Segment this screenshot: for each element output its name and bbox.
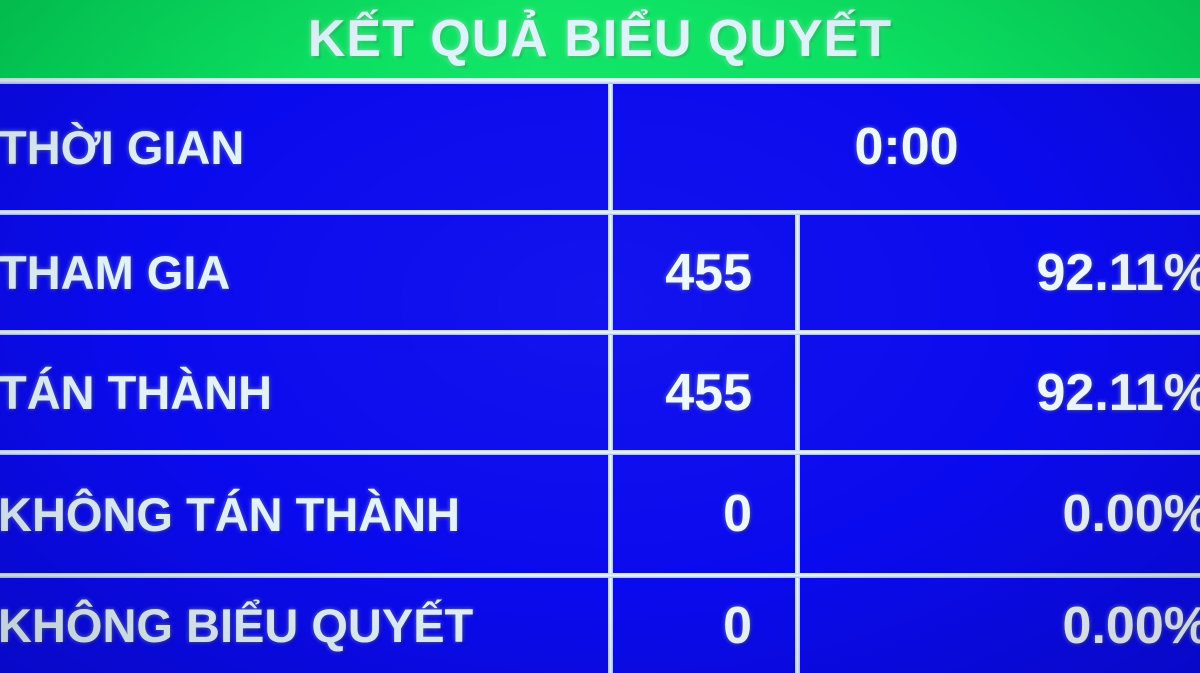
row-divider — [0, 210, 1200, 215]
row-percent-value: 92.11% — [1036, 243, 1200, 302]
row-count-value: 455 — [665, 363, 752, 422]
column-divider-1 — [608, 455, 613, 573]
row-count-value: 0 — [723, 485, 752, 543]
row-label-cell: THỜI GIAN — [0, 84, 606, 210]
table-row: KHÔNG TÁN THÀNH 0 0.00% — [0, 455, 1200, 573]
row-count-cell: 0 — [613, 578, 795, 673]
row-percent-cell: 0.00% — [800, 578, 1200, 673]
table-row: THỜI GIAN 0:00 — [0, 84, 1200, 210]
row-percent-cell: 92.11% — [800, 335, 1200, 450]
table-row: TÁN THÀNH 455 92.11% — [0, 335, 1200, 450]
header-divider — [0, 78, 1200, 84]
results-table: THỜI GIAN 0:00 THAM GIA 455 92.11% — [0, 84, 1200, 673]
column-divider-2 — [795, 578, 800, 673]
row-label: KHÔNG TÁN THÀNH — [0, 487, 461, 541]
row-percent-value: 92.11% — [1036, 363, 1200, 422]
row-label: KHÔNG BIỂU QUYẾT — [0, 599, 474, 652]
row-label-cell: KHÔNG TÁN THÀNH — [0, 455, 606, 573]
column-divider-1 — [608, 84, 613, 210]
row-count-value: 0 — [723, 596, 752, 655]
column-divider-2 — [795, 455, 800, 573]
column-divider-1 — [608, 215, 613, 330]
table-row: KHÔNG BIỂU QUYẾT 0 0.00% — [0, 578, 1200, 673]
row-divider — [0, 450, 1200, 455]
header-banner: KẾT QUẢ BIỂU QUYẾT — [0, 0, 1200, 78]
column-divider-2 — [795, 215, 800, 330]
row-label-cell: THAM GIA — [0, 215, 606, 330]
column-divider-1 — [608, 578, 613, 673]
row-label-cell: TÁN THÀNH — [0, 335, 606, 450]
row-percent-cell: 0.00% — [800, 455, 1200, 573]
row-label: THAM GIA — [0, 246, 231, 299]
row-count-cell: 455 — [613, 215, 795, 330]
row-percent-value: 0.00% — [1062, 596, 1200, 655]
row-time-value: 0:00 — [854, 118, 959, 176]
row-divider — [0, 573, 1200, 578]
row-label: THỜI GIAN — [0, 120, 245, 174]
row-percent-cell: 92.11% — [800, 215, 1200, 330]
row-divider — [0, 330, 1200, 335]
row-percent-value: 0.00% — [1062, 485, 1200, 543]
row-count-cell: 455 — [613, 335, 795, 450]
column-divider-1 — [608, 335, 613, 450]
row-merged-value-cell: 0:00 — [613, 84, 1200, 210]
column-divider-2 — [795, 335, 800, 450]
table-row: THAM GIA 455 92.11% — [0, 215, 1200, 330]
row-count-value: 455 — [665, 243, 752, 302]
row-count-cell: 0 — [613, 455, 795, 573]
row-label: TÁN THÀNH — [0, 366, 273, 419]
row-label-cell: KHÔNG BIỂU QUYẾT — [0, 578, 606, 673]
page-title: KẾT QUẢ BIỂU QUYẾT — [307, 10, 893, 68]
